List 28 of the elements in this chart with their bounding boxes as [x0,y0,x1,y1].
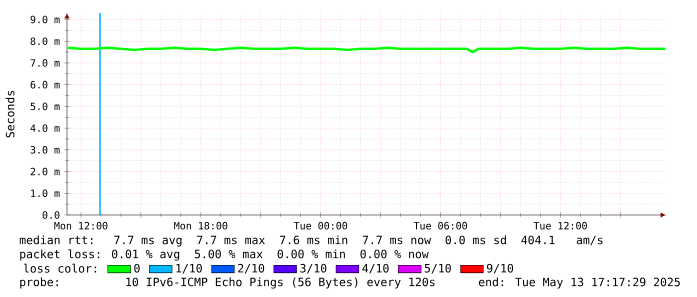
y-tick-label: 6.0 m [30,80,60,88]
text: end: Tue May 13 17:17:29 2025 [478,277,680,289]
y-tick-label: 5.0 m [30,102,60,110]
legend-label: 9/10 [486,264,514,274]
x-tick-label: Tue 06:00 [414,222,468,230]
y-tick-label: 8.0 m [30,37,60,46]
x-tick-label: Tue 12:00 [534,222,587,230]
legend-label: 3/10 [300,264,326,274]
y-tick-label: 0.0 [42,211,60,219]
y-axis-title: Seconds [6,90,14,138]
x-tick-label: Tue 00:00 [294,222,348,230]
y-tick-label: 4.0 m [30,124,60,132]
x-tick-label: Mon 12:00 [54,222,108,230]
legend-label: 0 [134,264,140,273]
y-tick-label: 9.0 m [30,16,60,24]
text: median rtt: 7.7 ms avg 7.7 ms max 7.6 ms min 7.7 ms now 0.0 ms sd 404.1 am/s [20,235,602,247]
legend-label: 2/10 [238,264,264,274]
x-tick-label: Mon 18:00 [174,222,228,230]
legend-title: loss color: [24,264,96,273]
y-tick-label: 2.0 m [30,168,60,176]
legend-label: 1/10 [176,264,202,274]
legend-label: 4/10 [362,264,389,274]
text: packet loss: 0.01 % avg 5.00 % max 0.00 % min 0.00 % now [20,249,429,261]
y-tick-label: 3.0 m [30,146,60,154]
y-tick-label: 7.0 m [30,59,60,67]
y-tick-label: 1.0 m [31,189,60,198]
legend-label: 5/10 [424,264,451,274]
text: probe: 10 IPv6-ICMP Echo Pings (56 Bytes) every 120s [20,277,435,289]
